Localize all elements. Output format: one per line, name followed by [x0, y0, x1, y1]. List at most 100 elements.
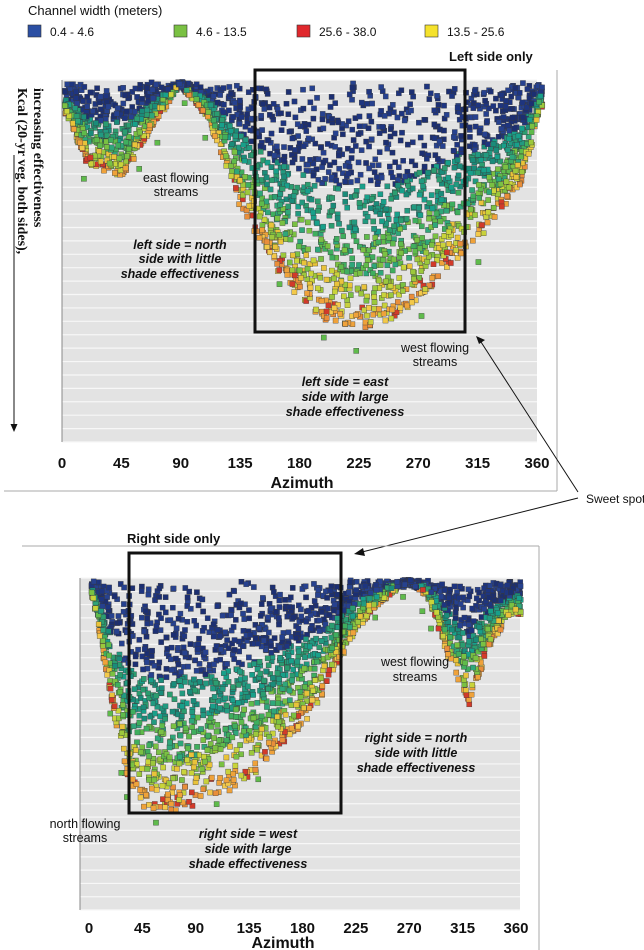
top-ann-north-1: left side = north	[133, 238, 227, 252]
scatter-point	[270, 101, 277, 107]
top-panel-title: Left side only	[449, 49, 534, 64]
scatter-point	[513, 174, 520, 180]
scatter-point	[106, 584, 112, 591]
scatter-point	[457, 622, 463, 629]
scatter-point	[325, 671, 332, 678]
scatter-point	[146, 777, 152, 783]
scatter-point	[194, 744, 200, 750]
scatter-point	[218, 761, 225, 768]
scatter-point	[97, 158, 104, 165]
scatter-point	[353, 312, 359, 318]
scatter-point	[323, 315, 330, 321]
scatter-point	[495, 176, 502, 183]
scatter-point	[259, 227, 265, 233]
scatter-point	[486, 189, 492, 195]
scatter-point	[422, 286, 428, 292]
scatter-point	[428, 242, 435, 248]
scatter-point	[306, 227, 313, 234]
scatter-point	[144, 659, 150, 666]
scatter-point	[212, 133, 218, 139]
scatter-point	[364, 234, 370, 240]
scatter-point	[312, 230, 319, 237]
scatter-point	[177, 610, 184, 617]
scatter-point	[409, 89, 415, 95]
scatter-point	[263, 238, 270, 245]
scatter-point	[479, 222, 485, 228]
scatter-point	[448, 260, 454, 266]
scatter-point	[137, 794, 144, 801]
scatter-point	[349, 261, 355, 268]
scatter-point	[441, 102, 447, 109]
scatter-point	[185, 663, 191, 670]
scatter-point	[435, 625, 442, 632]
scatter-point	[219, 117, 226, 123]
scatter-point	[170, 632, 177, 638]
scatter-point	[238, 133, 245, 139]
scatter-point	[533, 117, 540, 123]
scatter-point	[282, 729, 288, 735]
scatter-point	[475, 648, 482, 655]
scatter-point	[272, 244, 279, 250]
scatter-point	[369, 196, 375, 202]
scatter-point	[170, 604, 176, 611]
scatter-point	[140, 686, 147, 693]
scatter-point	[130, 156, 137, 162]
scatter-point	[506, 135, 512, 142]
scatter-point	[257, 143, 264, 149]
scatter-point	[497, 181, 504, 187]
scatter-point	[528, 100, 535, 107]
scatter-point	[139, 108, 145, 114]
top-ann-east-flowing-1: east flowing	[143, 171, 209, 185]
scatter-point	[153, 623, 160, 630]
scatter-point	[342, 281, 348, 288]
scatter-point	[162, 703, 169, 710]
scatter-point	[409, 185, 416, 192]
scatter-point	[303, 128, 310, 134]
scatter-point	[109, 671, 116, 677]
scatter-point	[396, 291, 402, 298]
scatter-point	[257, 190, 263, 197]
scatter-point	[213, 680, 219, 686]
scatter-point	[282, 698, 289, 705]
scatter-point	[483, 111, 489, 117]
scatter-point	[288, 702, 295, 708]
scatter-point	[163, 674, 170, 680]
scatter-point	[149, 785, 155, 792]
scatter-point	[128, 113, 135, 120]
scatter-point	[228, 607, 235, 614]
scatter-point	[428, 192, 435, 198]
scatter-point	[114, 105, 121, 111]
scatter-point	[320, 223, 326, 230]
scatter-point	[428, 90, 434, 97]
scatter-point	[303, 298, 309, 304]
scatter-point	[121, 758, 128, 765]
scatter-point	[257, 734, 264, 741]
scatter-point	[311, 581, 317, 587]
scatter-point	[426, 282, 433, 289]
scatter-point	[111, 593, 118, 600]
scatter-point	[463, 692, 470, 698]
scatter-point	[299, 227, 305, 233]
scatter-point	[375, 239, 382, 245]
scatter-point	[421, 196, 428, 203]
scatter-point	[175, 661, 182, 668]
scatter-point	[73, 113, 80, 120]
top-ann-north-3: shade effectiveness	[121, 267, 240, 281]
scatter-point	[211, 633, 217, 640]
scatter-point	[353, 238, 360, 244]
scatter-point	[406, 255, 412, 261]
scatter-point	[143, 634, 150, 640]
scatter-point	[371, 294, 377, 300]
scatter-point	[196, 679, 203, 685]
scatter-point	[366, 113, 373, 119]
chart-bottom: Right side only 0 45 90 135 180 225 270 315 360 …	[22, 531, 540, 950]
scatter-point	[287, 236, 294, 243]
scatter-point	[236, 120, 243, 127]
scatter-point	[506, 127, 512, 134]
scatter-point	[310, 257, 317, 264]
scatter-point	[263, 174, 270, 181]
scatter-point	[123, 139, 129, 146]
scatter-point	[445, 228, 452, 235]
scatter-point	[289, 672, 296, 679]
scatter-point	[176, 81, 183, 87]
